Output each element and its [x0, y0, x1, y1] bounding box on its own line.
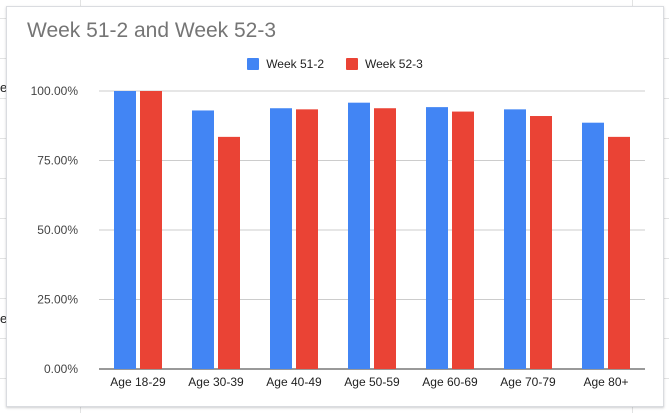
x-tick-label: Age 70-79 — [500, 375, 556, 389]
bar-2-age-60-69[interactable] — [452, 111, 474, 370]
plot-area: 0.00% 25.00% 50.00% 75.00% 100.00% Age 18-29 A… — [31, 84, 645, 389]
y-tick-label: 0.00% — [44, 362, 78, 376]
bar-2-age-70-79[interactable] — [530, 116, 552, 370]
bar-2-age-18-29[interactable] — [140, 91, 162, 369]
bar-1-age-80-[interactable] — [582, 122, 604, 369]
y-tick-label: 100.00% — [31, 84, 79, 98]
legend-swatch-series-2 — [346, 58, 358, 70]
legend-swatch-series-1 — [247, 58, 260, 70]
bar-1-age-50-59[interactable] — [348, 102, 370, 370]
x-tick-label: Age 80+ — [583, 375, 628, 389]
x-tick-label: Age 40-49 — [266, 375, 322, 389]
chart-title: Week 51-2 and Week 52-3 — [27, 19, 277, 42]
y-tick-label: 75.00% — [37, 154, 78, 168]
chart-legend: Week 51-2 Week 52-3 — [7, 57, 663, 71]
chart-card[interactable]: Week 51-2 and Week 52-3 Week 51-2 Week 5… — [6, 6, 664, 407]
bar-2-age-30-39[interactable] — [218, 136, 240, 369]
legend-item-series-2[interactable]: Week 52-3 — [346, 57, 423, 71]
y-tick-label: 50.00% — [37, 223, 78, 237]
legend-item-series-1[interactable]: Week 51-2 — [247, 57, 324, 71]
partial-cell-text: e — [0, 311, 8, 326]
bar-2-age-80-[interactable] — [608, 136, 630, 369]
bar-1-age-40-49[interactable] — [270, 108, 292, 370]
x-tick-label: Age 30-39 — [188, 375, 244, 389]
bar-1-age-60-69[interactable] — [426, 107, 448, 370]
bar-2-age-40-49[interactable] — [296, 109, 318, 370]
bar-1-age-30-39[interactable] — [192, 110, 214, 370]
partial-cell-text: e — [0, 80, 8, 95]
y-tick-label: 25.00% — [37, 293, 78, 307]
x-tick-label: Age 18-29 — [110, 375, 166, 389]
legend-label-series-1: Week 51-2 — [266, 57, 324, 71]
bar-2-age-50-59[interactable] — [374, 108, 396, 370]
legend-label-series-2: Week 52-3 — [365, 57, 423, 71]
x-tick-label: Age 60-69 — [422, 375, 478, 389]
bar-1-age-70-79[interactable] — [504, 109, 526, 370]
bar-1-age-18-29[interactable] — [114, 91, 136, 369]
x-tick-label: Age 50-59 — [344, 375, 400, 389]
